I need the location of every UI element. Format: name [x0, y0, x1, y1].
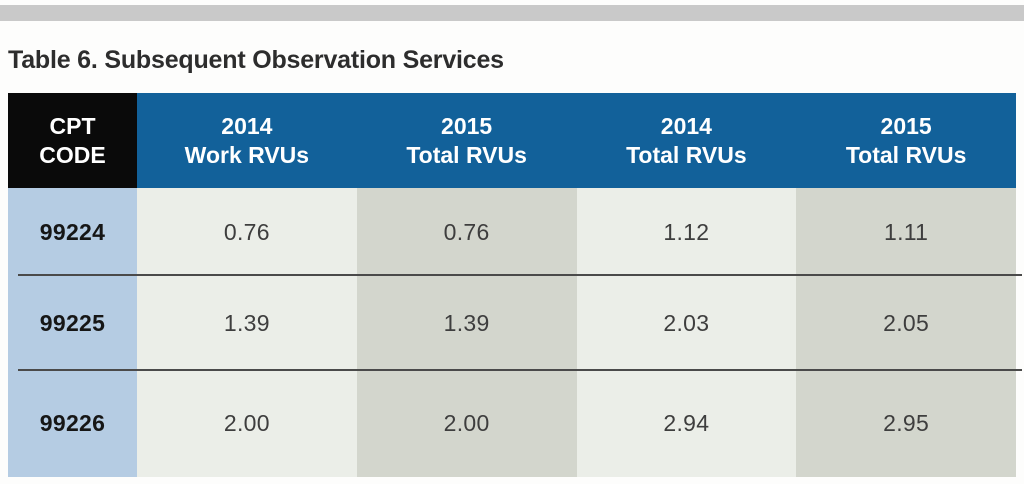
rvu-value-cell: 1.39	[137, 277, 357, 370]
rvu-value-cell: 1.39	[356, 277, 577, 370]
row-separator	[18, 369, 1022, 371]
header-cpt-line1: CPT	[49, 112, 96, 139]
header-metric: Total RVUs	[406, 141, 527, 168]
header-metric: Total RVUs	[845, 141, 967, 168]
header-cell-2014-total-rvus: 2014 Total RVUs	[576, 93, 797, 188]
rvu-value-cell: 0.76	[137, 188, 357, 277]
table-title: Table 6. Subsequent Observation Services	[8, 46, 504, 74]
rvu-value-cell: 2.94	[576, 370, 797, 477]
cpt-code-cell: 99224	[8, 188, 137, 277]
rvu-value-cell: 1.11	[796, 188, 1016, 277]
header-metric: Work RVUs	[184, 141, 310, 168]
header-year: 2015	[441, 112, 493, 139]
header-cpt-line2: CODE	[39, 141, 106, 168]
cpt-code-cell: 99226	[8, 370, 137, 477]
header-year: 2014	[221, 112, 273, 139]
rvu-value-cell: 2.05	[796, 277, 1016, 370]
rvu-value-cell: 0.76	[356, 188, 577, 277]
header-cell-2014-work-rvus: 2014 Work RVUs	[137, 93, 357, 188]
observation-services-table: CPT CODE 2014 Work RVUs 2015 Total RVUs …	[8, 93, 1022, 477]
rvu-value-cell: 2.03	[576, 277, 797, 370]
rvu-value-cell: 2.00	[356, 370, 577, 477]
header-year: 2014	[660, 112, 712, 139]
header-cell-2015-total-rvus: 2015 Total RVUs	[356, 93, 577, 188]
rvu-value-cell: 1.12	[576, 188, 797, 277]
page-top-rule	[0, 5, 1024, 21]
rvu-value-cell: 2.95	[796, 370, 1016, 477]
header-year: 2015	[880, 112, 932, 139]
header-cell-cpt-code: CPT CODE	[8, 93, 137, 188]
cpt-code-cell: 99225	[8, 277, 137, 370]
rvu-value-cell: 2.00	[137, 370, 357, 477]
header-metric: Total RVUs	[626, 141, 747, 168]
header-cell-2015-total-rvus-2: 2015 Total RVUs	[796, 93, 1016, 188]
row-separator	[18, 274, 1022, 276]
